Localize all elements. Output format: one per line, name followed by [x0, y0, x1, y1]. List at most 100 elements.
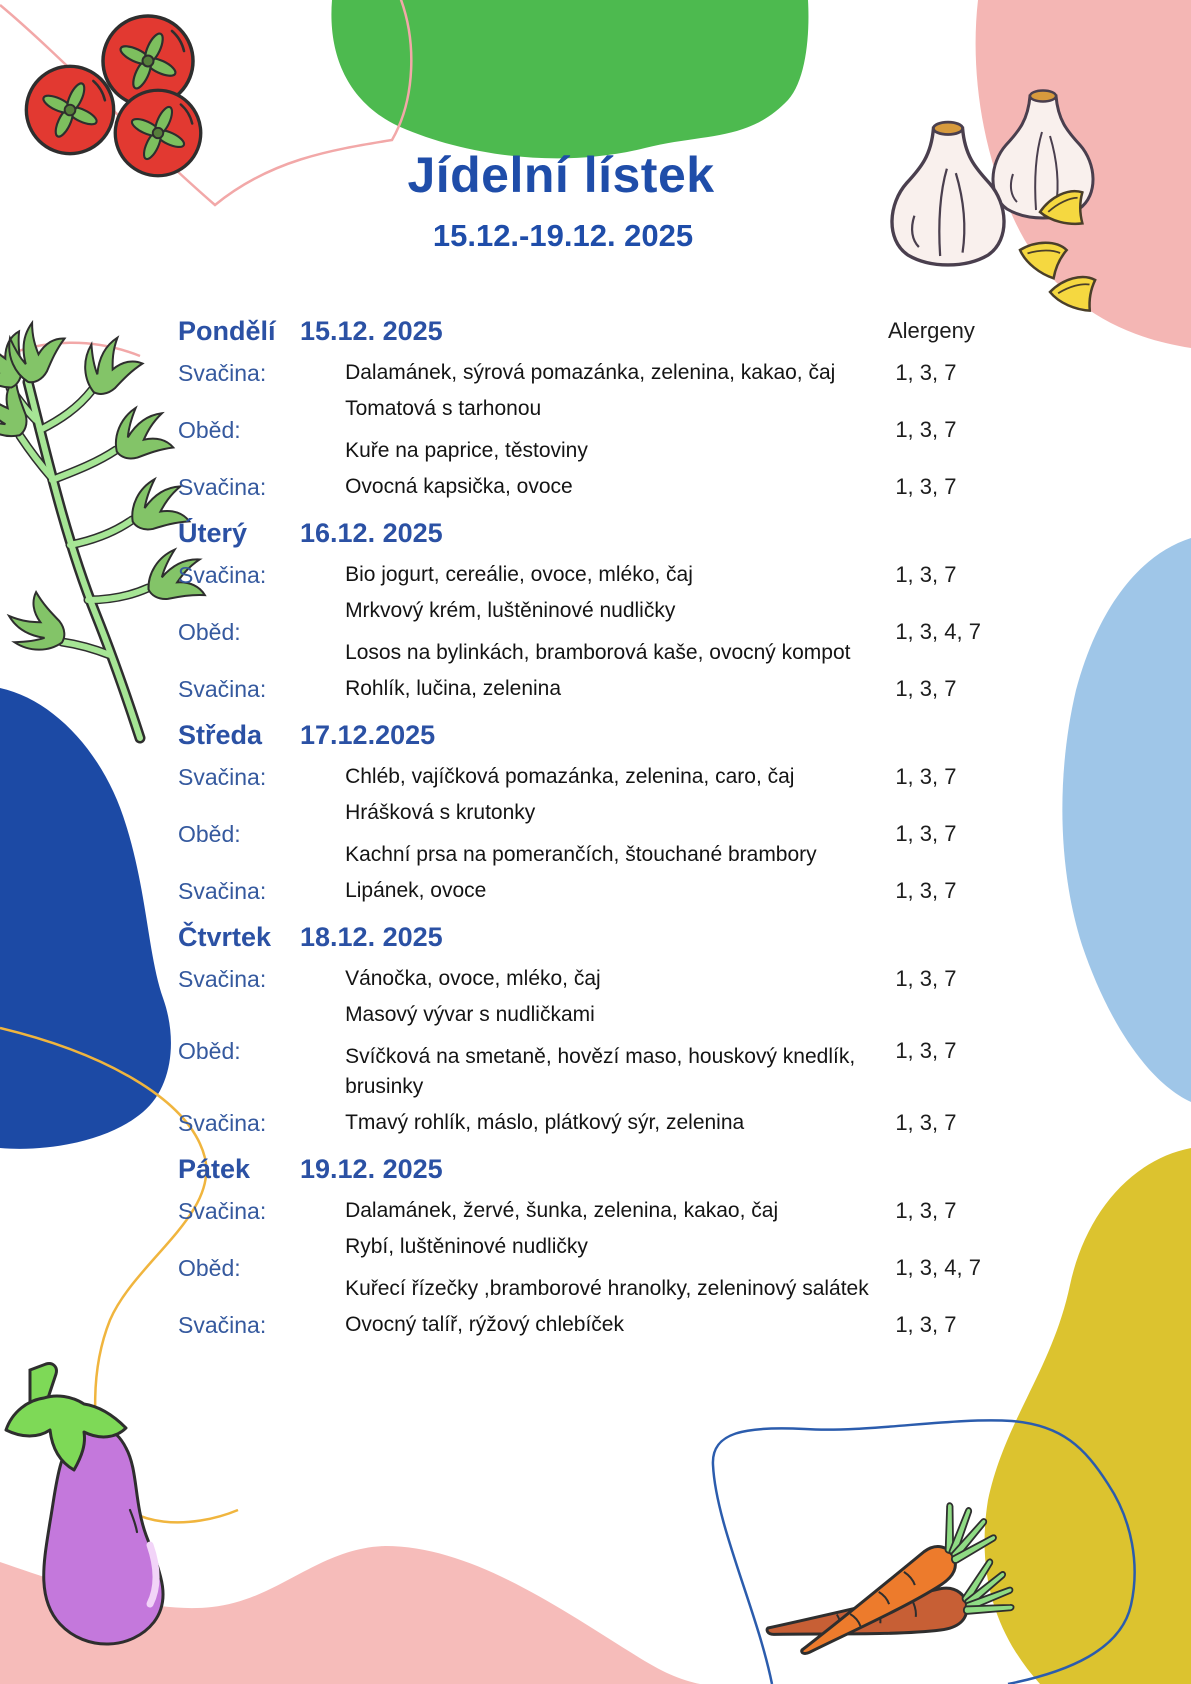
meal-allergens: 1, 3, 7	[895, 764, 957, 789]
meal-label: Oběd:	[178, 618, 241, 645]
meal-row: Svačina: Ovocný talíř, rýžový chlebíček 1,…	[178, 1310, 1018, 1340]
meal-allergens: 1, 3, 7	[895, 878, 957, 903]
meal-label: Svačina:	[178, 1197, 267, 1224]
day-name: Pondělí	[178, 315, 276, 346]
blue-outline-squiggle	[711, 1419, 1136, 1684]
eggplant-illustration	[4, 1362, 165, 1646]
day-date: 18.12. 2025	[300, 921, 443, 952]
meal-items: Lipánek, ovoce	[345, 876, 895, 906]
meal-row: Svačina: Chléb, vajíčková pomazánka, zele…	[178, 762, 1018, 792]
meal-row: Svačina: Rohlík, lučina, zelenina 1, 3, 7	[178, 674, 1018, 704]
meal-label: Svačina:	[178, 1311, 267, 1338]
meal-row: Svačina: Tmavý rohlík, máslo, plátkový sý…	[178, 1108, 1018, 1138]
meal-row: Svačina: Dalamánek, sýrová pomazánka, zel…	[178, 358, 1018, 388]
meal-label: Oběd:	[178, 1254, 241, 1281]
day-name: Středa	[178, 719, 263, 750]
meal-item: Losos na bylinkách, bramborová kaše, ovo…	[345, 641, 851, 664]
meal-allergens: 1, 3, 4, 7	[895, 619, 981, 644]
meal-item: Mrkvový krém, luštěninové nudličky	[345, 599, 676, 622]
allergens-column-header: Alergeny	[888, 318, 975, 343]
meal-allergens: 1, 3, 7	[895, 474, 957, 499]
meal-item: Dalamánek, žervé, šunka, zelenina, kakao…	[345, 1199, 779, 1222]
meal-label: Svačina:	[178, 473, 267, 500]
meal-row: Svačina: Dalamánek, žervé, šunka, zelenin…	[178, 1196, 1018, 1226]
meal-item: Ovocný talíř, rýžový chlebíček	[345, 1313, 624, 1336]
meal-item: Svíčková na smetaně, hovězí maso, housko…	[345, 1045, 856, 1098]
date-range: 15.12.-19.12. 2025	[432, 218, 694, 253]
meal-row: Oběd: Tomatová s tarhonou Kuře na paprice,…	[178, 394, 1018, 466]
meal-item: Dalamánek, sýrová pomazánka, zelenina, k…	[345, 361, 836, 384]
meal-item: Rybí, luštěninové nudličky	[345, 1235, 588, 1258]
page-title: Jídelní lístek	[407, 147, 715, 203]
day-header: Pondělí 15.12. 2025 Alergeny	[178, 310, 1018, 352]
meal-label: Svačina:	[178, 763, 267, 790]
meal-row: Oběd: Masový vývar s nudličkami Svíčková n…	[178, 1000, 1018, 1102]
meal-allergens: 1, 3, 7	[895, 417, 957, 442]
meal-items: Ovocný talíř, rýžový chlebíček	[345, 1310, 895, 1340]
meal-label: Svačina:	[178, 877, 267, 904]
meal-label: Svačina:	[178, 1109, 267, 1136]
herb-sprig-illustration	[0, 315, 221, 744]
meal-row: Svačina: Ovocná kapsička, ovoce 1, 3, 7	[178, 472, 1018, 502]
meal-items: Tomatová s tarhonou Kuře na paprice, těst…	[345, 394, 895, 466]
meal-items: Tmavý rohlík, máslo, plátkový sýr, zelen…	[345, 1108, 895, 1138]
meal-item: Tomatová s tarhonou	[345, 397, 542, 420]
meal-item: Lipánek, ovoce	[345, 879, 487, 902]
meal-row: Oběd: Mrkvový krém, luštěninové nudličky L…	[178, 596, 1018, 668]
meal-items: Chléb, vajíčková pomazánka, zelenina, ca…	[345, 762, 895, 792]
light-blue-blob	[1062, 538, 1191, 1102]
day-name: Úterý	[178, 517, 248, 548]
dark-blue-blob	[0, 688, 171, 1149]
meal-item: Chléb, vajíčková pomazánka, zelenina, ca…	[345, 765, 795, 788]
meal-item: Ovocná kapsička, ovoce	[345, 475, 573, 498]
meal-item: Kuřecí řízečky ,bramborové hranolky, zel…	[345, 1277, 869, 1300]
meal-items: Bio jogurt, cereálie, ovoce, mléko, čaj	[345, 560, 895, 590]
meal-allergens: 1, 3, 7	[895, 676, 957, 701]
meal-items: Rohlík, lučina, zelenina	[345, 674, 895, 704]
meal-allergens: 1, 3, 7	[895, 821, 957, 846]
meal-row: Oběd: Rybí, luštěninové nudličky Kuřecí ří…	[178, 1232, 1018, 1304]
meal-label: Oběd:	[178, 1037, 241, 1064]
day-date: 15.12. 2025	[300, 315, 443, 346]
meal-label: Svačina:	[178, 965, 267, 992]
meal-items: Vánočka, ovoce, mléko, čaj	[345, 964, 895, 994]
yellow-blob-bottom-right	[984, 1148, 1191, 1684]
meal-allergens: 1, 3, 7	[895, 360, 957, 385]
day-header: Pátek 19.12. 2025	[178, 1148, 1018, 1190]
meal-label: Svačina:	[178, 359, 267, 386]
meal-allergens: 1, 3, 7	[895, 966, 957, 991]
day-header: Čtvrtek 18.12. 2025	[178, 916, 1018, 958]
meal-item: Bio jogurt, cereálie, ovoce, mléko, čaj	[345, 563, 693, 586]
meal-allergens: 1, 3, 7	[895, 1198, 957, 1223]
meal-row: Svačina: Lipánek, ovoce 1, 3, 7	[178, 876, 1018, 906]
menu: Pondělí 15.12. 2025 Alergeny Svačina: Dalamá…	[178, 300, 1018, 1346]
day-date: 17.12.2025	[300, 719, 436, 750]
day-header: Úterý 16.12. 2025	[178, 512, 1018, 554]
meal-item: Tmavý rohlík, máslo, plátkový sýr, zelen…	[345, 1111, 745, 1134]
day-name: Pátek	[178, 1153, 251, 1184]
meal-items: Mrkvový krém, luštěninové nudličky Losos …	[345, 596, 895, 668]
meal-row: Oběd: Hrášková s krutonky Kachní prsa na p…	[178, 798, 1018, 870]
meal-items: Rybí, luštěninové nudličky Kuřecí řízečky…	[345, 1232, 895, 1304]
meal-item: Vánočka, ovoce, mléko, čaj	[345, 967, 601, 990]
meal-item: Rohlík, lučina, zelenina	[345, 677, 562, 700]
meal-label: Oběd:	[178, 820, 241, 847]
meal-row: Svačina: Bio jogurt, cereálie, ovoce, mlé…	[178, 560, 1018, 590]
meal-label: Svačina:	[178, 561, 267, 588]
meal-row: Svačina: Vánočka, ovoce, mléko, čaj 1, 3, …	[178, 964, 1018, 994]
day-date: 19.12. 2025	[300, 1153, 443, 1184]
meal-items: Ovocná kapsička, ovoce	[345, 472, 895, 502]
meal-label: Svačina:	[178, 675, 267, 702]
meal-allergens: 1, 3, 7	[895, 1312, 957, 1337]
meal-items: Masový vývar s nudličkami Svíčková na sme…	[345, 1000, 895, 1102]
meal-allergens: 1, 3, 7	[895, 1110, 957, 1135]
meal-label: Oběd:	[178, 416, 241, 443]
day-name: Čtvrtek	[178, 921, 272, 952]
meal-item: Kachní prsa na pomerančích, štouchané br…	[345, 843, 817, 866]
meal-allergens: 1, 3, 7	[895, 562, 957, 587]
meal-item: Masový vývar s nudličkami	[345, 1003, 595, 1026]
meal-items: Hrášková s krutonky Kachní prsa na pomera…	[345, 798, 895, 870]
carrots-illustration	[765, 1501, 1016, 1655]
